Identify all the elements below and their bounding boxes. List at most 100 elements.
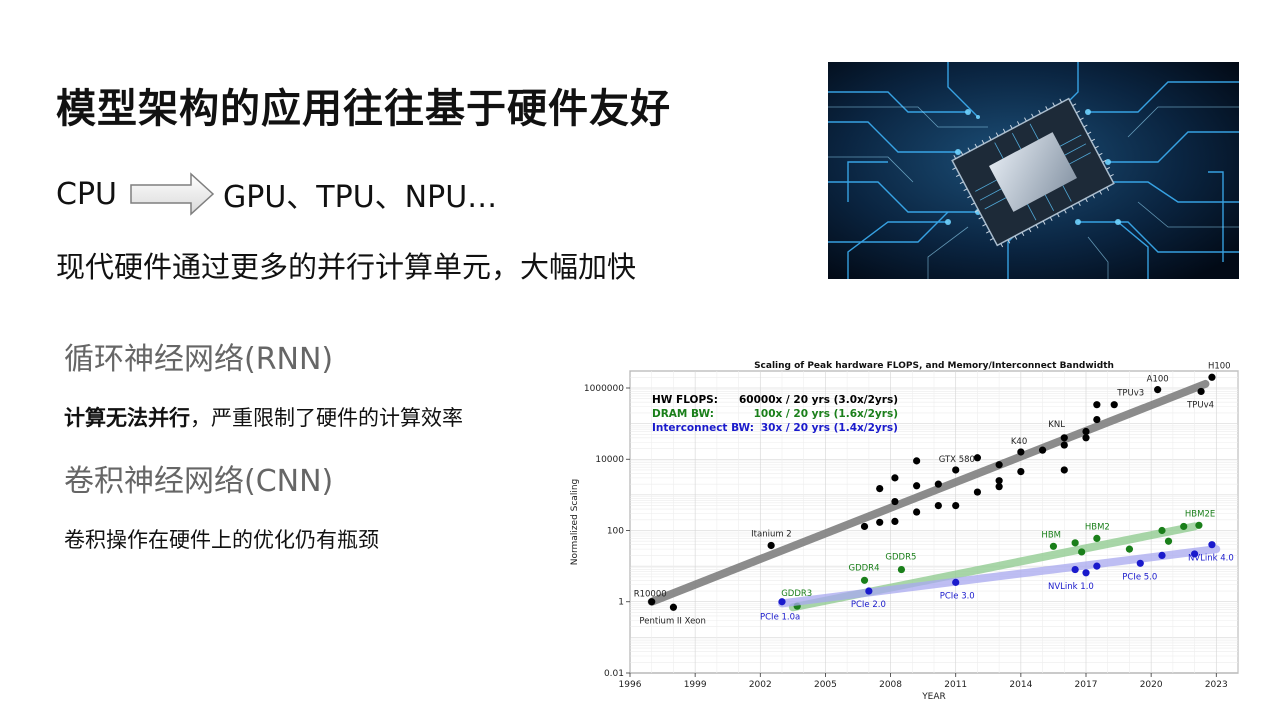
dram-bw-point (1093, 534, 1101, 543)
y-axis-label: Normalized Scaling (570, 479, 580, 566)
interconnect-bw-point (865, 587, 873, 595)
hw-flops-point (767, 541, 775, 550)
hw-flops-label: KNL (1048, 420, 1065, 430)
hw-flops-label: R10000 (634, 590, 667, 600)
hw-flops-point (1110, 401, 1118, 409)
hw-flops-point (876, 518, 884, 526)
hw-flops-point (1060, 466, 1068, 474)
hw-flops-point (1038, 446, 1047, 454)
dram-bw-label: HBM (1041, 530, 1061, 540)
rnn-description: 计算无法并行，严重限制了硬件的计算效率 (64, 402, 463, 432)
y-tick-label: 100 (607, 526, 624, 536)
y-tick-label: 0.01 (604, 669, 624, 679)
hw-flops-point (1082, 427, 1090, 436)
hw-flops-label: H100 (1208, 361, 1231, 371)
hw-flops-point (952, 466, 960, 474)
hw-flops-point (891, 497, 899, 506)
rnn-description-bold: 计算无法并行 (64, 406, 190, 430)
interconnect-bw-point (1158, 551, 1166, 559)
hw-flops-point (934, 501, 942, 510)
dram-bw-label: GDDR4 (849, 563, 880, 573)
hw-flops-point (1017, 468, 1025, 476)
hw-flops-point (1060, 441, 1068, 449)
accelerators-label: GPU、TPU、NPU… (223, 180, 498, 215)
x-tick-label: 2008 (879, 680, 902, 690)
y-tick-label: 10000 (595, 455, 624, 465)
cnn-description: 卷积操作在硬件上的优化仍有瓶颈 (64, 528, 379, 552)
dram-bw-point (1049, 542, 1058, 550)
hw-flops-point (952, 501, 960, 510)
interconnect-bw-point (778, 598, 786, 606)
interconnect-bw-label: PCIe 3.0 (940, 591, 975, 601)
legend-value: 30x / 20 yrs (1.4x/2yrs) (761, 422, 898, 434)
hw-flops-label: GTX 580 (939, 455, 975, 465)
x-axis-label: YEAR (921, 692, 946, 702)
dram-bw-label: GDDR5 (885, 553, 916, 563)
interconnect-bw-label: PCIe 1.0a (760, 613, 800, 623)
hw-flops-point (1197, 387, 1205, 396)
interconnect-bw-point (952, 578, 960, 586)
chart-title: Scaling of Peak hardware FLOPS, and Memo… (754, 361, 1114, 371)
hw-flops-point (913, 482, 921, 490)
legend-label: DRAM BW: (652, 408, 714, 420)
x-tick-label: 2017 (1075, 680, 1098, 690)
hardware-evolution-row: CPU GPU、TPU、NPU… (56, 172, 497, 216)
scaling-chart: Scaling of Peak hardware FLOPS, and Memo… (556, 356, 1252, 706)
dram-bw-point (1078, 548, 1086, 556)
legend-label: Interconnect BW: (652, 422, 754, 434)
hw-flops-point (1093, 401, 1101, 409)
x-tick-label: 2023 (1205, 680, 1228, 690)
dram-bw-point (1071, 539, 1079, 547)
x-tick-label: 2014 (1009, 680, 1032, 690)
interconnect-bw-point (1093, 562, 1101, 570)
x-tick-label: 1996 (619, 680, 642, 690)
dram-bw-point (1158, 526, 1166, 535)
interconnect-bw-trend-line (778, 545, 1221, 608)
hw-flops-point (891, 517, 899, 526)
dram-bw-point (897, 565, 906, 574)
hw-flops-point (860, 522, 869, 531)
y-tick-label: 1 (618, 598, 624, 608)
slide-title: 模型架构的应用往往基于硬件友好 (56, 86, 671, 132)
rnn-heading: 循环神经网络(RNN) (64, 342, 334, 377)
interconnect-bw-label: NVLink 1.0 (1048, 582, 1094, 592)
hw-flops-point (995, 483, 1003, 491)
cpu-label: CPU (56, 176, 117, 212)
hw-flops-trend-line (647, 379, 1210, 606)
hw-flops-point (913, 457, 921, 465)
dram-bw-point (1164, 537, 1173, 545)
interconnect-bw-label: PCIe 5.0 (1122, 572, 1157, 582)
dram-bw-point (1195, 521, 1203, 529)
hw-flops-point (1093, 415, 1101, 424)
interconnect-bw-point (1190, 550, 1199, 558)
hw-flops-point (648, 598, 656, 606)
cnn-heading: 卷积神经网络(CNN) (64, 464, 334, 499)
hw-flops-point (876, 485, 884, 493)
hw-flops-point (973, 488, 982, 496)
hw-flops-label: TPUv4 (1186, 400, 1214, 410)
hw-flops-point (669, 603, 678, 611)
legend-label: HW FLOPS: (652, 394, 718, 406)
hw-flops-label: TPUv3 (1116, 389, 1144, 399)
hw-flops-point (1154, 386, 1162, 394)
hw-flops-point (1017, 448, 1025, 456)
hw-flops-point (1208, 373, 1216, 381)
legend-value: 100x / 20 yrs (1.6x/2yrs) (754, 408, 898, 420)
x-tick-label: 1999 (684, 680, 707, 690)
y-tick-label: 1000000 (584, 384, 624, 394)
interconnect-bw-point (1208, 541, 1216, 549)
legend-value: 60000x / 20 yrs (3.0x/2yrs) (739, 394, 898, 406)
scaling-chart-svg: Scaling of Peak hardware FLOPS, and Memo… (570, 361, 1239, 702)
dram-bw-point (860, 576, 869, 584)
interconnect-bw-point (1082, 569, 1090, 577)
x-tick-label: 2002 (749, 680, 772, 690)
hw-flops-point (934, 480, 942, 488)
interconnect-bw-label: NVLink 4.0 (1188, 554, 1234, 564)
hw-flops-label: Itanium 2 (751, 529, 792, 539)
circuit-board-chip-image (828, 62, 1239, 279)
rnn-description-rest: ，严重限制了硬件的计算效率 (190, 406, 463, 430)
hw-flops-point (995, 477, 1003, 485)
x-tick-label: 2020 (1140, 680, 1163, 690)
dram-bw-point (1180, 522, 1188, 531)
dram-bw-label: GDDR3 (781, 589, 812, 599)
